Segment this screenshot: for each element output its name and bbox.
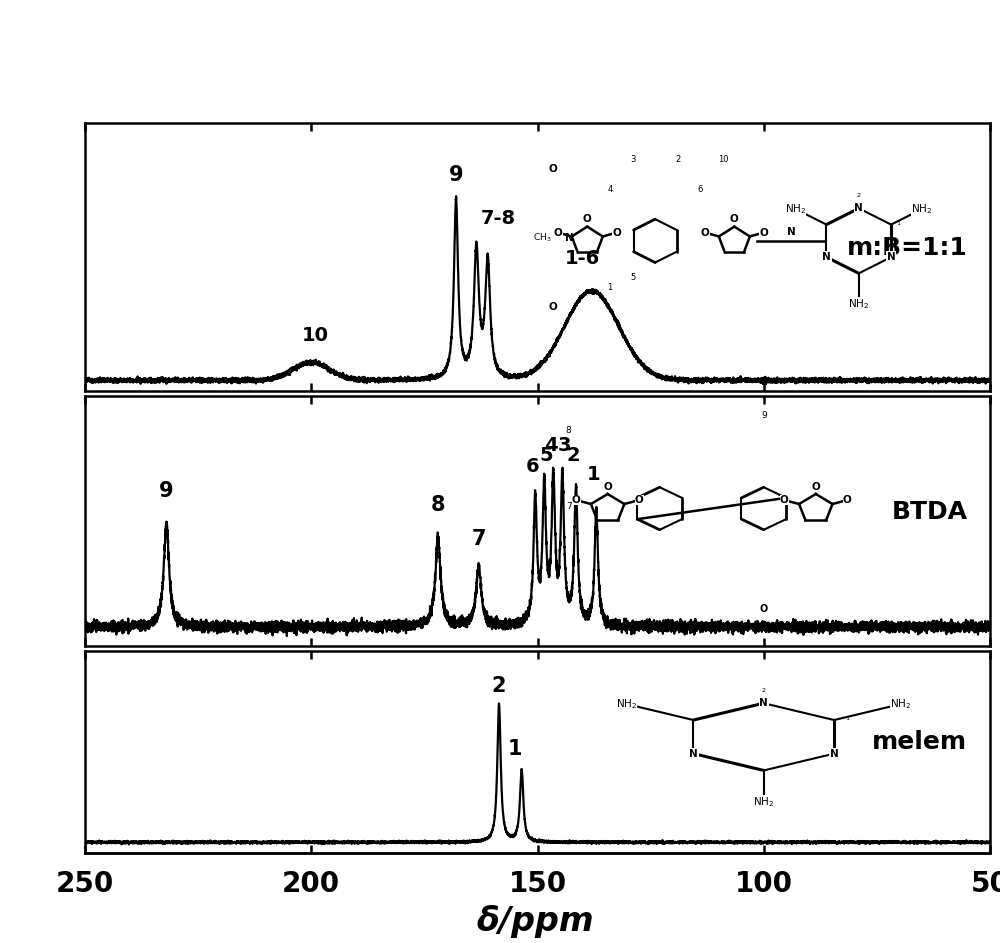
Text: 1-6: 1-6 <box>565 249 600 268</box>
Text: 2: 2 <box>492 676 506 697</box>
Text: melem: melem <box>872 730 967 754</box>
Text: 200: 200 <box>282 869 340 898</box>
Text: 100: 100 <box>735 869 793 898</box>
Text: 8: 8 <box>431 495 445 516</box>
Text: 6: 6 <box>526 456 540 475</box>
Text: 5: 5 <box>540 445 553 465</box>
Text: 1: 1 <box>587 465 601 484</box>
Text: 3: 3 <box>558 436 571 455</box>
Text: 1: 1 <box>508 739 522 759</box>
Text: 9: 9 <box>159 481 174 501</box>
Text: 7: 7 <box>471 529 486 549</box>
Text: m:B=1:1: m:B=1:1 <box>846 236 967 259</box>
Text: 4: 4 <box>544 436 558 455</box>
Text: BTDA: BTDA <box>891 500 967 524</box>
Text: 250: 250 <box>56 869 114 898</box>
Text: 150: 150 <box>508 869 567 898</box>
Text: δ/ppm: δ/ppm <box>476 905 594 938</box>
Text: 50: 50 <box>971 869 1000 898</box>
Text: 2: 2 <box>567 445 581 465</box>
Text: 10: 10 <box>302 326 329 345</box>
Text: 7-8: 7-8 <box>481 208 516 227</box>
Text: 9: 9 <box>449 165 463 185</box>
